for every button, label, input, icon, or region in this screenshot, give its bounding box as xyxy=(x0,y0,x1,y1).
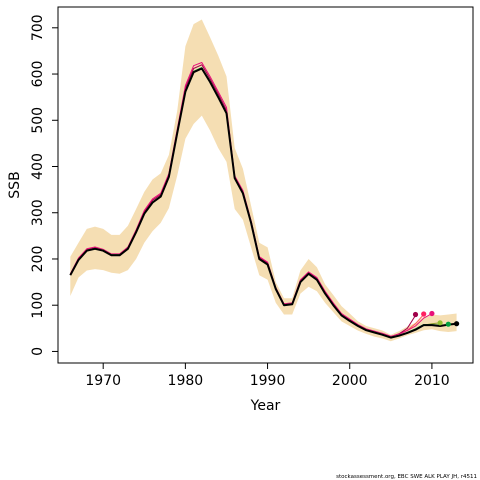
endpoint-2011 xyxy=(437,320,443,326)
footer-credit: stockassessment.org, EBC SWE ALK PLAY JH… xyxy=(336,474,477,480)
series-line-0 xyxy=(69,67,457,339)
x-tick-label-1980: 1980 xyxy=(168,373,204,389)
plot-frame xyxy=(57,6,474,364)
endpoint-2008 xyxy=(412,311,419,318)
y-tick-label-0: 0 xyxy=(30,347,46,356)
y-tick-label-500: 500 xyxy=(30,107,46,134)
endpoint-2010 xyxy=(429,310,435,317)
confidence-band-layer xyxy=(70,19,457,342)
y-tick-label-100: 100 xyxy=(30,292,46,319)
x-tick-label-2010: 2010 xyxy=(414,373,450,389)
y-axis: 0 100 200 300 400 500 600 700 xyxy=(30,14,58,356)
y-tick-label-300: 300 xyxy=(30,199,46,226)
y-tick-label-200: 200 xyxy=(30,246,46,273)
y-tick-label-700: 700 xyxy=(30,14,46,41)
x-tick-label-1990: 1990 xyxy=(250,373,286,389)
x-tick-label-1970: 1970 xyxy=(85,373,121,389)
endpoint-2012 xyxy=(445,321,451,327)
endpoint-2013 xyxy=(454,321,460,327)
series-line-2 xyxy=(69,62,433,337)
series-layer xyxy=(69,62,457,339)
y-tick-label-400: 400 xyxy=(30,153,46,180)
endpoint-2009 xyxy=(421,311,427,317)
x-tick-label-2000: 2000 xyxy=(332,373,368,389)
y-tick-label-600: 600 xyxy=(30,61,46,88)
series-line-1 xyxy=(69,67,449,338)
endpoints-layer xyxy=(412,310,460,327)
confidence-band xyxy=(70,19,457,342)
x-axis-title: Year xyxy=(250,398,281,414)
y-axis-title: SSB xyxy=(7,171,23,198)
x-axis: 1970 1980 1990 2000 2010 xyxy=(85,363,450,389)
